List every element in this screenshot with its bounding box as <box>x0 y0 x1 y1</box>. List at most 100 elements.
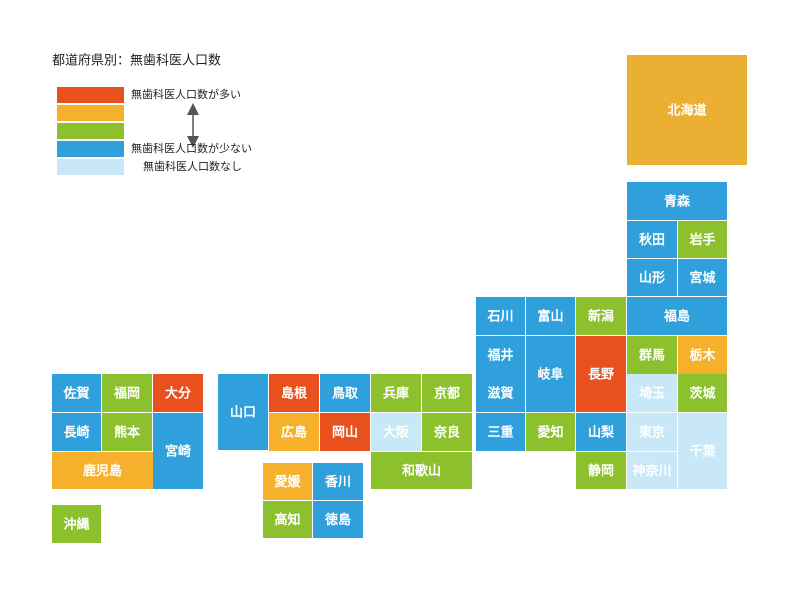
prefecture-tile <box>678 336 727 374</box>
prefecture-label: 山梨 <box>588 425 615 441</box>
prefecture-tile <box>627 374 677 412</box>
prefecture-label: 熊本 <box>114 425 140 441</box>
prefecture-label: 島根 <box>281 386 308 402</box>
prefecture-tile <box>627 259 677 296</box>
prefecture-label: 長野 <box>588 368 614 383</box>
prefecture-label: 山口 <box>230 405 256 421</box>
legend-label: 無歯科医人口数が少ない <box>131 141 252 155</box>
prefecture-tile <box>263 501 312 538</box>
legend-swatch <box>57 105 124 121</box>
prefecture-tile <box>422 374 472 412</box>
prefecture-label: 兵庫 <box>383 386 409 402</box>
prefecture-tile <box>371 452 472 489</box>
prefecture-label: 栃木 <box>689 348 716 364</box>
prefecture-label: 新潟 <box>588 309 614 325</box>
prefecture-tile <box>526 413 575 451</box>
prefecture-label: 山形 <box>639 270 665 286</box>
legend-swatch <box>57 141 124 157</box>
prefecture-label: 京都 <box>434 386 460 402</box>
prefecture-tile <box>627 221 677 258</box>
prefecture-tile <box>627 413 677 451</box>
prefecture-label: 石川 <box>486 310 513 325</box>
prefecture-label: 千葉 <box>689 444 716 460</box>
prefecture-tile <box>476 413 525 451</box>
prefecture-label: 大阪 <box>383 425 410 441</box>
prefecture-label: 滋賀 <box>487 386 513 402</box>
prefecture-label: 神奈川 <box>632 463 671 479</box>
prefecture-tile <box>476 336 525 374</box>
prefecture-label: 佐賀 <box>62 386 89 402</box>
prefecture-tile <box>678 259 727 296</box>
prefecture-label: 青森 <box>664 194 691 210</box>
prefecture-label: 奈良 <box>433 425 460 441</box>
legend-swatch <box>57 159 124 175</box>
prefecture-label: 埼玉 <box>639 386 665 402</box>
prefecture-tile <box>526 336 575 412</box>
prefecture-tile <box>678 374 727 412</box>
prefecture-tile <box>52 505 101 543</box>
prefecture-tile <box>320 413 370 451</box>
prefecture-label: 東京 <box>639 425 665 441</box>
prefecture-label: 広島 <box>281 425 307 441</box>
prefecture-label: 愛知 <box>537 425 563 441</box>
prefecture-label: 愛媛 <box>274 474 301 490</box>
prefecture-label: 沖縄 <box>63 517 89 533</box>
prefecture-label: 岡山 <box>332 425 358 441</box>
prefecture-label: 高知 <box>274 512 300 528</box>
prefecture-tile <box>52 452 153 489</box>
prefecture-tile <box>576 297 626 335</box>
prefecture-label: 富山 <box>537 309 563 325</box>
legend-label: 無歯科医人口数が多い <box>131 87 241 101</box>
prefecture-label: 和歌山 <box>402 463 441 479</box>
prefecture-label: 鹿児島 <box>83 463 122 479</box>
legend-label: 無歯科医人口数なし <box>143 159 242 173</box>
prefecture-label: 徳島 <box>324 512 351 528</box>
prefecture-label: 大分 <box>165 386 191 402</box>
prefecture-tile <box>627 182 727 220</box>
prefecture-label: 香川 <box>324 474 351 490</box>
prefecture-tile <box>52 374 101 412</box>
prefecture-label: 静岡 <box>588 463 614 479</box>
prefecture-tile <box>678 221 727 258</box>
prefecture-tile <box>371 413 421 451</box>
prefecture-label: 岩手 <box>688 232 715 248</box>
prefecture-tile <box>627 297 727 335</box>
prefecture-label: 宮崎 <box>165 444 191 460</box>
prefecture-tile <box>269 374 319 412</box>
prefecture-label: 秋田 <box>639 232 665 248</box>
prefecture-label: 茨城 <box>689 386 715 402</box>
prefecture-tile <box>153 413 203 489</box>
title: 都道府県別：無歯科医人口数 <box>52 54 221 69</box>
prefecture-tile <box>263 463 312 500</box>
prefecture-label: 福井 <box>486 348 513 364</box>
prefecture-tile <box>576 413 626 451</box>
legend-swatch <box>57 87 124 103</box>
prefecture-label: 三重 <box>487 425 513 441</box>
prefecture-tile <box>153 374 203 412</box>
prefecture-tile <box>627 452 677 489</box>
prefecture-tile <box>526 297 575 335</box>
prefecture-tile <box>576 452 626 489</box>
prefecture-label: 岐阜 <box>537 367 563 383</box>
prefecture-tile <box>476 374 525 412</box>
prefecture-tile <box>576 336 626 412</box>
prefecture-tile <box>627 55 747 165</box>
prefecture-tile <box>320 374 370 412</box>
prefecture-tile <box>102 413 152 451</box>
prefecture-tile <box>313 463 363 500</box>
prefecture-tile <box>218 374 268 450</box>
prefecture-label: 福島 <box>663 309 690 325</box>
prefecture-label: 北海道 <box>667 103 706 119</box>
prefecture-label: 群馬 <box>639 348 665 364</box>
prefecture-tile <box>52 413 101 451</box>
prefecture-label: 鳥取 <box>332 386 359 402</box>
prefecture-tile <box>422 413 472 451</box>
prefecture-label: 宮城 <box>689 270 715 286</box>
prefecture-tile <box>269 413 319 451</box>
legend-swatch <box>57 123 124 139</box>
prefecture-tile <box>476 297 525 335</box>
prefecture-tile <box>102 374 152 412</box>
prefecture-tile <box>627 336 677 374</box>
